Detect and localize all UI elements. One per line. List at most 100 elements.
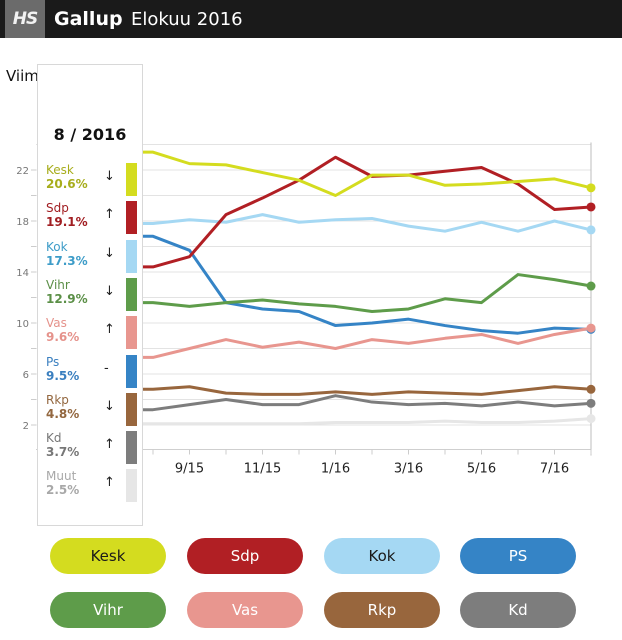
series-ps[interactable]	[139, 234, 596, 335]
color-swatch	[126, 392, 137, 426]
series-line[interactable]	[139, 155, 592, 269]
party-name: Muut	[46, 469, 77, 484]
toggle-button-ps[interactable]: PS	[460, 538, 576, 574]
series-line[interactable]	[139, 150, 592, 197]
x-tick-label: 3/16	[394, 462, 423, 477]
trend-up-icon: ↑	[104, 475, 115, 491]
party-value: 4.8%	[46, 406, 80, 421]
trend-up-icon: ↑	[104, 322, 115, 338]
color-swatch	[126, 277, 137, 311]
series-rkp[interactable]	[139, 384, 596, 396]
y-tick-label: 10	[16, 319, 29, 330]
toggle-button-vas[interactable]: Vas	[187, 592, 303, 628]
toggle-button-rkp[interactable]: Rkp	[324, 592, 440, 628]
party-name: Kd	[46, 431, 62, 446]
x-tick-label: 7/16	[540, 462, 569, 477]
color-swatch	[126, 431, 137, 465]
party-value: 19.1%	[46, 215, 88, 230]
party-value: 12.9%	[46, 291, 88, 306]
series-vas[interactable]	[139, 323, 596, 359]
x-axis-ticks: 9/15 11/15 1/16 3/16 5/16 7/16	[152, 449, 592, 477]
series-line[interactable]	[139, 394, 592, 412]
series-line[interactable]	[139, 417, 592, 426]
x-tick-label: 1/16	[321, 462, 350, 477]
toggle-button-kok[interactable]: Kok	[324, 538, 440, 574]
color-swatch	[126, 163, 137, 196]
hs-logo[interactable]: HS	[5, 0, 45, 38]
series-muut[interactable]	[139, 414, 596, 426]
series-kok[interactable]	[139, 213, 596, 235]
party-name: Kesk	[46, 163, 74, 177]
tooltip-row-kesk: Kesk 20.6% ↓	[38, 163, 142, 201]
page-title: Gallup	[54, 8, 123, 30]
party-name: Ps	[46, 354, 60, 369]
series-line[interactable]	[139, 385, 592, 396]
tooltip-row-vas: Vas 9.6% ↑	[38, 316, 142, 354]
series-line[interactable]	[139, 326, 592, 359]
tooltip-row-kok: Kok 17.3% ↓	[38, 239, 142, 278]
y-tick-label: 18	[16, 217, 29, 228]
trend-down-icon: ↓	[104, 398, 115, 414]
trend-down-icon: ↓	[104, 283, 115, 299]
page-subtitle: Elokuu 2016	[131, 9, 243, 30]
party-value: 9.6%	[46, 330, 80, 345]
series-line[interactable]	[139, 213, 592, 233]
app-header: HS Gallup Elokuu 2016	[0, 0, 622, 38]
toggle-button-kesk[interactable]: Kesk	[50, 538, 166, 574]
party-name: Vihr	[46, 277, 70, 292]
series-endpoint[interactable]	[586, 323, 596, 333]
y-tick-label: 22	[16, 166, 29, 177]
series-line[interactable]	[139, 234, 592, 335]
trend-up-icon: ↑	[104, 437, 115, 453]
intro-text: Viim	[6, 67, 39, 85]
party-name: Rkp	[46, 392, 69, 407]
series-kd[interactable]	[139, 394, 596, 412]
party-value: 17.3%	[46, 253, 88, 268]
trend-flat-icon: -	[104, 360, 109, 376]
toggle-button-kd[interactable]: Kd	[460, 592, 576, 628]
chart-series	[139, 150, 596, 426]
tooltip-row-sdp: Sdp 19.1% ↑	[38, 201, 142, 239]
series-kesk[interactable]	[139, 150, 596, 197]
series-sdp[interactable]	[139, 155, 596, 269]
party-value: 2.5%	[46, 483, 80, 498]
tooltip-row-ps: Ps 9.5% -	[38, 354, 142, 393]
color-swatch	[126, 354, 137, 388]
color-swatch	[126, 201, 137, 235]
tooltip-panel: 8 / 2016 Kesk 20.6% ↓ Sdp 19.1% ↑ Kok 17.3% ↓ Vih…	[37, 64, 143, 526]
party-value: 3.7%	[46, 445, 80, 460]
series-vihr[interactable]	[139, 273, 596, 314]
series-endpoint[interactable]	[586, 414, 596, 424]
y-tick-label: 6	[23, 370, 29, 381]
toggle-button-vihr[interactable]: Vihr	[50, 592, 166, 628]
x-tick-label: 9/15	[175, 462, 204, 477]
color-swatch	[126, 316, 137, 350]
tooltip-row-vihr: Vihr 12.9% ↓	[38, 277, 142, 316]
party-name: Sdp	[46, 201, 69, 216]
x-tick-label: 5/16	[467, 462, 496, 477]
trend-down-icon: ↓	[104, 169, 115, 184]
tooltip-title: 8 / 2016	[53, 125, 127, 144]
party-name: Vas	[46, 316, 67, 331]
tooltip-row-rkp: Rkp 4.8% ↓	[38, 392, 142, 431]
color-swatch	[126, 239, 137, 273]
y-tick-label: 14	[16, 268, 29, 279]
series-endpoint[interactable]	[586, 183, 596, 193]
party-value: 9.5%	[46, 368, 80, 383]
party-value: 20.6%	[46, 177, 88, 191]
tooltip-row-muut: Muut 2.5% ↑	[38, 469, 142, 507]
trend-up-icon: ↑	[104, 207, 115, 223]
tooltip-row-kd: Kd 3.7% ↑	[38, 431, 142, 469]
series-endpoint[interactable]	[586, 202, 596, 212]
party-name: Kok	[46, 239, 68, 254]
y-axis-ticks: 2 6 10 14 18 22	[16, 166, 36, 432]
color-swatch	[126, 469, 137, 503]
series-endpoint[interactable]	[586, 281, 596, 291]
series-endpoint[interactable]	[586, 225, 596, 235]
toggle-button-sdp[interactable]: Sdp	[187, 538, 303, 574]
series-endpoint[interactable]	[586, 384, 596, 394]
series-endpoint[interactable]	[586, 398, 596, 408]
y-tick-label: 2	[23, 421, 29, 432]
series-line[interactable]	[139, 273, 592, 314]
x-tick-label: 11/15	[244, 462, 281, 477]
